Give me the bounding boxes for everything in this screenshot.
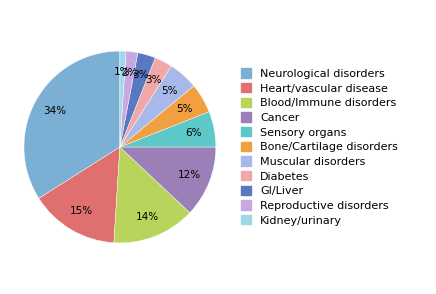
Text: 3%: 3% — [133, 70, 149, 80]
Text: 15%: 15% — [70, 206, 93, 216]
Text: 5%: 5% — [161, 86, 177, 96]
Text: 12%: 12% — [178, 170, 201, 180]
Wedge shape — [120, 51, 126, 147]
Legend: Neurological disorders, Heart/vascular disease, Blood/Immune disorders, Cancer, : Neurological disorders, Heart/vascular d… — [241, 69, 398, 225]
Text: 2%: 2% — [121, 68, 137, 78]
Wedge shape — [120, 53, 155, 147]
Wedge shape — [120, 51, 138, 147]
Wedge shape — [120, 58, 171, 147]
Text: 34%: 34% — [43, 106, 66, 116]
Text: 1%: 1% — [114, 67, 130, 77]
Text: 5%: 5% — [176, 104, 193, 114]
Text: 6%: 6% — [185, 128, 201, 138]
Wedge shape — [120, 112, 216, 147]
Wedge shape — [120, 147, 216, 213]
Text: 3%: 3% — [146, 75, 162, 85]
Wedge shape — [24, 51, 120, 198]
Wedge shape — [114, 147, 190, 243]
Text: 14%: 14% — [136, 212, 159, 222]
Wedge shape — [120, 66, 194, 147]
Wedge shape — [120, 86, 209, 147]
Wedge shape — [39, 147, 120, 243]
